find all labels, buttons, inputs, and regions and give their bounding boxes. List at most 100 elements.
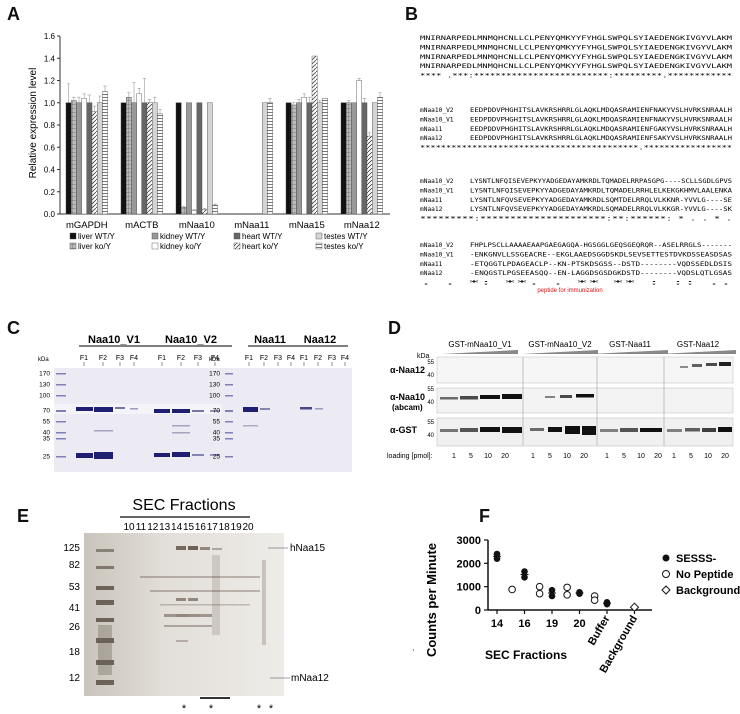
d-marker-label: 55 [427,420,434,426]
lane-label: F1 [245,355,253,362]
gel1-kda: kDa [38,357,49,363]
star-mark: * [257,703,262,714]
fraction-label: 14 [171,522,183,533]
marker-label: 55 [213,419,221,426]
loading-value: 1 [605,453,609,460]
star-mark: * [182,703,187,714]
a-legend-swatch [315,232,323,240]
f-ytick-label: 2000 [457,558,481,570]
loading-value: 5 [689,453,693,460]
a-ytick-label: 1.4 [44,54,56,63]
seq-name: mNaa10_V1 [420,116,454,123]
d-column-label: GST-mNaa10_V1 [448,340,512,349]
e-marker-label: 125 [63,543,80,554]
f-legend-marker [662,554,670,562]
f-point-filled [493,555,501,562]
a-legend-label: liver ko/Y [78,242,112,251]
f-ytick-label: 3000 [457,535,481,547]
lane-label: F2 [314,355,322,362]
fraction-label: 18 [219,522,231,533]
a-legend-label: heart WT/Y [242,232,283,241]
a-legend-swatch [69,242,77,250]
seq-line: **** .***:*************************:****… [420,73,732,80]
fraction-label: 16 [195,522,207,533]
a-legend-label: testes ko/Y [324,242,364,251]
lane-label: F3 [116,355,124,362]
blot-strips [436,356,734,447]
e-marker-label: 18 [69,647,81,658]
peptide-for-immunization-label: peptide for immunization [537,288,602,294]
loading-value: 1 [672,453,676,460]
marker-label: 35 [43,436,51,443]
panel-label-d: D [388,318,401,338]
d-row-sublabel: (abcam) [392,403,423,412]
f-xtick-label: 14 [491,618,504,630]
a-legend-label: heart ko/Y [242,242,279,251]
loading-value: 10 [704,453,712,460]
panel-label-e: E [17,506,30,526]
a-bar [206,102,213,215]
fraction-label: 13 [159,522,171,533]
e-marker-label: 53 [69,582,81,593]
a-legend-label: kidney ko/Y [160,242,202,251]
f-point-filled [603,600,611,608]
d-gradient-wedge [592,350,668,354]
loading-value: 20 [654,453,662,460]
seq-name: mNaa12 [420,135,443,142]
f-legend-label: SESSS- [676,553,717,565]
panel-f-xlabel: SEC Fractions [485,648,567,662]
seq-name: mNaa12 [420,206,443,213]
a-legend-label: liver WT/Y [78,232,116,241]
panel-label-b: B [405,4,418,24]
a-legend-label: testes WT/Y [324,232,368,241]
stray-comma: , [412,642,415,652]
a-ytick-label: 0.6 [44,143,56,152]
seq-line: MNIRNARPEDLMNMQHCNLLCLPENYQMKYYFYHGLSWPQ… [420,35,732,42]
panel-e-gel: SEC Fractions 10 11 12 13 14 15 16 17 18 19 20 125… [63,497,329,714]
gel2-kda: kDa [209,357,220,363]
label-hnaa15: hNaa15 [290,543,325,554]
f-point-open [563,591,571,599]
loading-value: 20 [721,453,729,460]
marker-label: 100 [209,393,220,400]
f-legend-marker [661,585,671,595]
a-legend-swatch [151,242,159,250]
f-point-open [535,582,544,591]
a-bar [175,102,182,215]
f-legend-marker [662,570,670,578]
a-ytick-label: 1.0 [44,99,56,108]
a-category-label: mNaa15 [289,220,325,231]
d-column-label: GST-mNaa10_V2 [528,340,592,349]
f-point-open [535,589,544,598]
gel-1: Naa10_V1 Naa10_V2 kDa F1 F2 F3 F4 F1 F2 F3 F4 1… [38,334,236,472]
a-legend-swatch [233,242,241,250]
gel2-group-2: Naa12 [304,334,336,346]
lane-label: F4 [211,355,219,362]
d-marker-label: 40 [427,373,434,379]
lane-label: F3 [274,355,282,362]
f-point-open [508,585,516,594]
f-point-diamond [629,602,640,612]
d-marker-label: 40 [427,400,434,406]
seq-line: MNIRNARPEDLMNMQHCNLLCLPENYQMKYYFYHGLSWPQ… [420,44,732,51]
seq-line: LYSNTLNFQVSEVEPKYYADGEDAYAMKRDLSQMTDELRR… [470,197,732,204]
panel-a-chart: Relative expression level 0.00.20.40.60.… [28,32,390,251]
seq-name: mNaa10_V1 [420,251,454,258]
seq-line: EEDPDDVPHGHITSLAVKRSHRRLGLAQKLMDQASRAMIE… [470,126,732,133]
panel-label-f: F [479,506,490,526]
a-legend-label: kidney WT/Y [160,232,206,241]
marker-label: 130 [209,382,220,389]
gel2-group-1: Naa11 [254,334,286,346]
panel-a-axis: 0.0 0.2 0.4 0.6 0.8 1.0 1.2 1.4 1.6 [44,32,390,219]
a-ytick-label: 0.4 [44,166,56,175]
a-legend-swatch [69,232,77,240]
loading-value: 20 [501,453,509,460]
a-category-label: mNaa12 [344,220,380,231]
d-gradient-wedge [522,350,598,354]
marker-label: 40 [43,430,51,437]
loading-value: 10 [484,453,492,460]
seq-line: ****************************************… [420,145,732,152]
seq-line: EEDPDDVPHGHITSLAVKRSHRRLGLAQKLMDQASRAMIE… [470,107,732,114]
f-xtick-label: Buffer [586,613,613,648]
